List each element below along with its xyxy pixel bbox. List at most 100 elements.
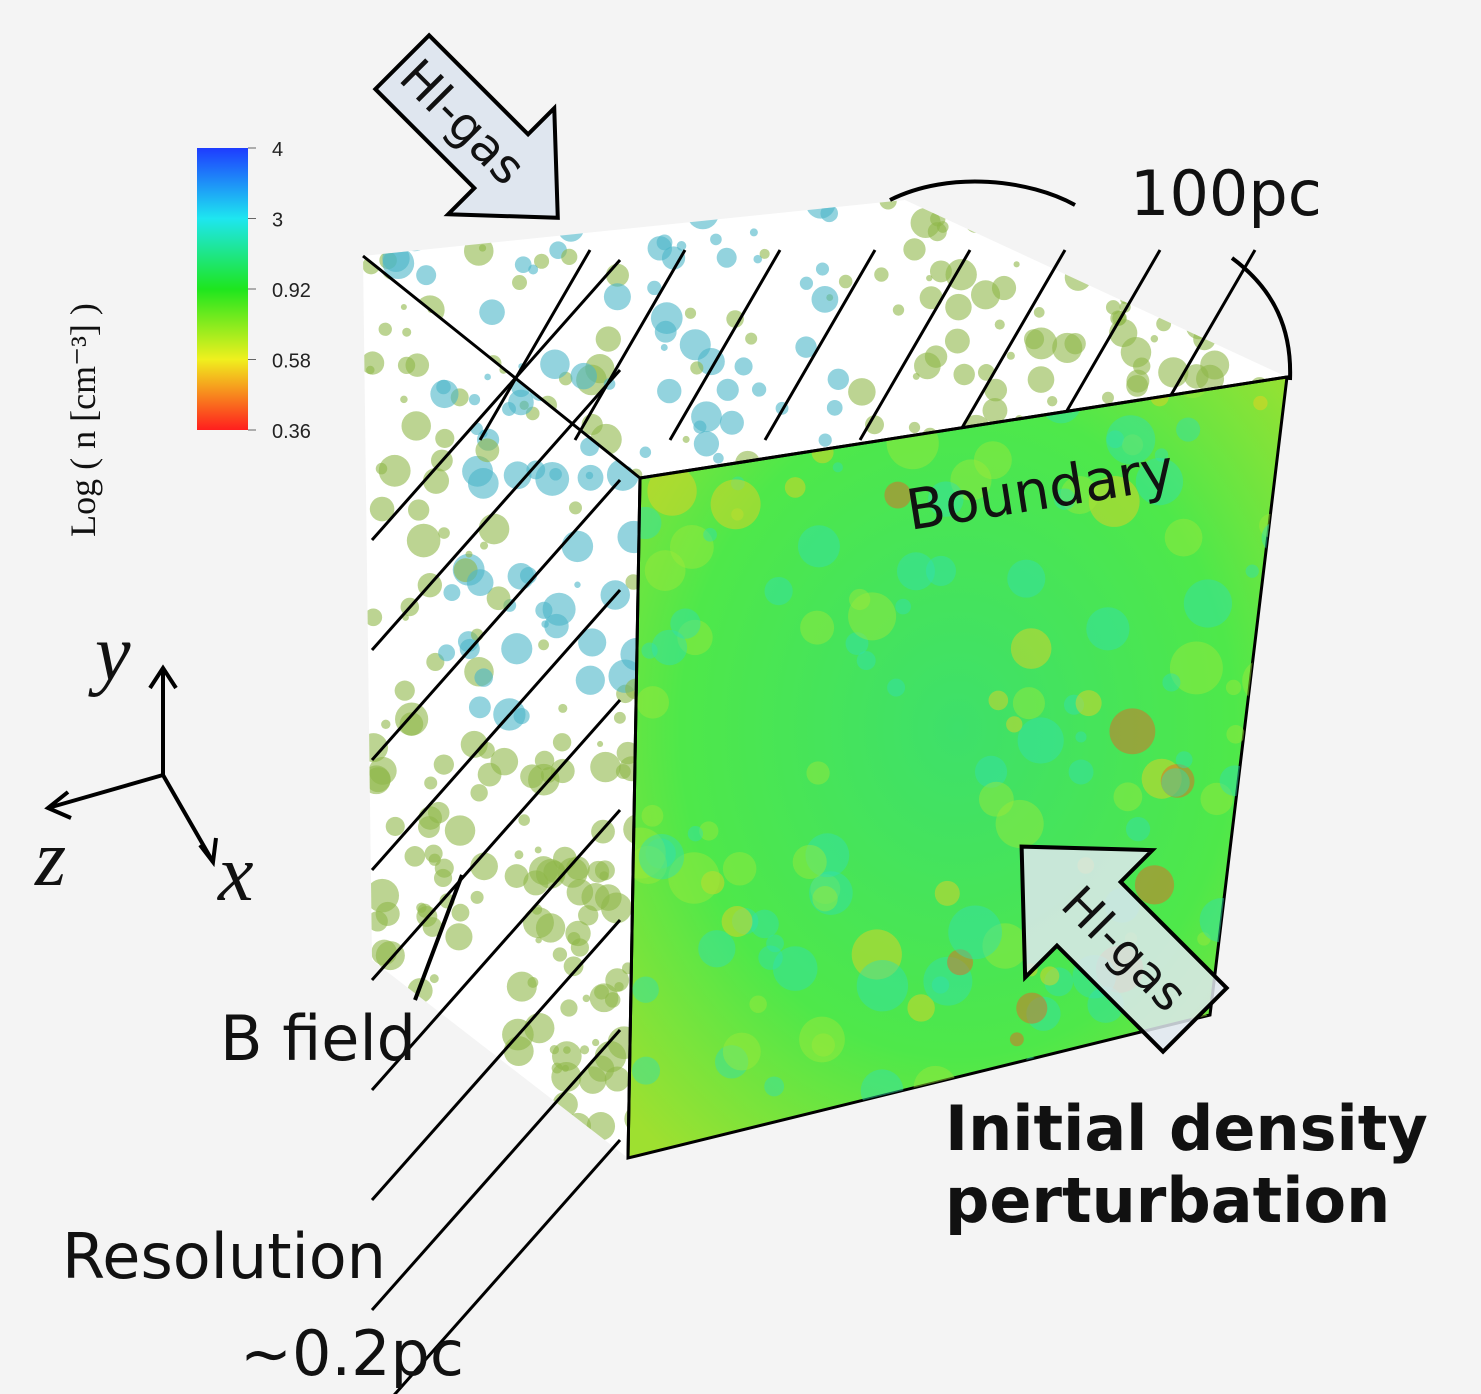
colorbar-label: Log ( n [cm⁻³] ): [63, 303, 103, 537]
colorbar-tick-label: 3: [272, 210, 283, 232]
gas-clump: [720, 411, 744, 435]
gas-clump: [379, 323, 392, 336]
gas-clump: [501, 633, 532, 664]
gas-clump: [995, 320, 1005, 330]
gas-clump: [569, 501, 582, 514]
density-patch: [637, 686, 669, 718]
gas-clump: [562, 531, 593, 562]
gas-clump: [1151, 335, 1158, 342]
density-patch: [1241, 909, 1293, 961]
arrow-top: HI-gas: [349, 9, 611, 271]
axis-x: x: [217, 830, 254, 918]
gas-clump: [1047, 396, 1057, 406]
gas-clump: [558, 704, 567, 713]
density-patch: [948, 905, 1002, 959]
gas-clump: [366, 879, 399, 912]
density-patch: [688, 826, 703, 841]
density-patch: [1161, 768, 1190, 797]
density-patch: [833, 462, 843, 472]
gas-clump: [469, 394, 480, 405]
gas-clump: [467, 569, 494, 596]
gas-clump: [1156, 316, 1171, 331]
gas-clump: [657, 379, 681, 403]
gas-clump: [416, 903, 426, 913]
gas-clump: [828, 369, 849, 390]
gas-clump: [512, 275, 527, 290]
gas-clump: [382, 245, 409, 272]
gas-clump: [438, 644, 455, 661]
gas-clump: [508, 563, 535, 590]
gas-clump: [565, 1113, 591, 1139]
gas-clump: [443, 584, 460, 601]
density-patch: [1176, 751, 1193, 768]
gas-clump: [401, 304, 407, 310]
gas-clump: [565, 921, 590, 946]
gas-clump: [587, 861, 609, 883]
gas-clump: [401, 223, 429, 251]
density-patch: [639, 834, 684, 879]
density-patch: [1086, 607, 1129, 650]
gas-clump: [1052, 333, 1082, 363]
density-patch: [1226, 680, 1241, 695]
gas-clump: [903, 238, 925, 260]
gas-clump: [590, 983, 619, 1012]
density-patch: [1162, 673, 1180, 691]
gas-clump: [479, 514, 510, 545]
density-patch: [1010, 1032, 1024, 1046]
gas-clump: [402, 328, 411, 337]
gas-clump: [450, 1112, 475, 1137]
gas-clump: [553, 733, 571, 751]
gas-clump: [540, 349, 570, 379]
gas-clump: [1263, 272, 1270, 279]
gas-clump: [470, 784, 487, 801]
gas-clump: [430, 380, 458, 408]
gas-clump: [590, 752, 620, 782]
gas-clump: [580, 1045, 589, 1054]
density-patch: [895, 599, 911, 615]
gas-clump: [1200, 281, 1223, 304]
density-patch: [1126, 817, 1150, 841]
gas-clump: [687, 197, 719, 229]
gas-clump: [367, 911, 387, 931]
gas-clump: [827, 400, 843, 416]
gas-clump: [760, 249, 770, 259]
density-patch: [1246, 565, 1259, 578]
density-patch: [1245, 1054, 1282, 1091]
gas-clump: [1246, 313, 1262, 329]
gas-clump: [661, 344, 668, 351]
gas-clump: [925, 345, 947, 367]
gas-clump: [395, 1080, 429, 1114]
gas-clump: [408, 499, 429, 520]
density-patch: [645, 550, 686, 591]
gas-clump: [572, 196, 588, 212]
gas-clump: [1014, 261, 1020, 267]
gas-clump: [640, 447, 651, 458]
gas-clump: [366, 767, 391, 792]
gas-clump: [945, 329, 970, 354]
gas-clump: [1099, 256, 1121, 278]
density-patch: [849, 589, 870, 610]
gas-clump: [478, 763, 502, 787]
gas-clump: [515, 850, 524, 859]
gas-clump: [717, 248, 737, 268]
density-patch: [1018, 717, 1064, 763]
gas-clump: [965, 212, 986, 233]
gas-clump: [576, 666, 605, 695]
gas-clump: [583, 995, 590, 1002]
gas-clump: [479, 299, 505, 325]
gas-clump: [1200, 350, 1229, 379]
gas-clump: [541, 620, 548, 627]
gas-clump: [376, 463, 387, 474]
gas-clump: [475, 438, 499, 462]
density-patch: [1220, 765, 1251, 796]
density-patch: [1165, 519, 1203, 557]
gas-clump: [926, 275, 932, 281]
gas-clump: [874, 267, 888, 281]
gas-clump: [424, 777, 437, 790]
gas-clump: [685, 308, 696, 319]
gas-clump: [1265, 245, 1283, 263]
gas-clump: [1194, 230, 1208, 244]
density-patch: [812, 1139, 848, 1175]
gas-clump: [507, 972, 537, 1002]
density-patch: [765, 577, 793, 605]
